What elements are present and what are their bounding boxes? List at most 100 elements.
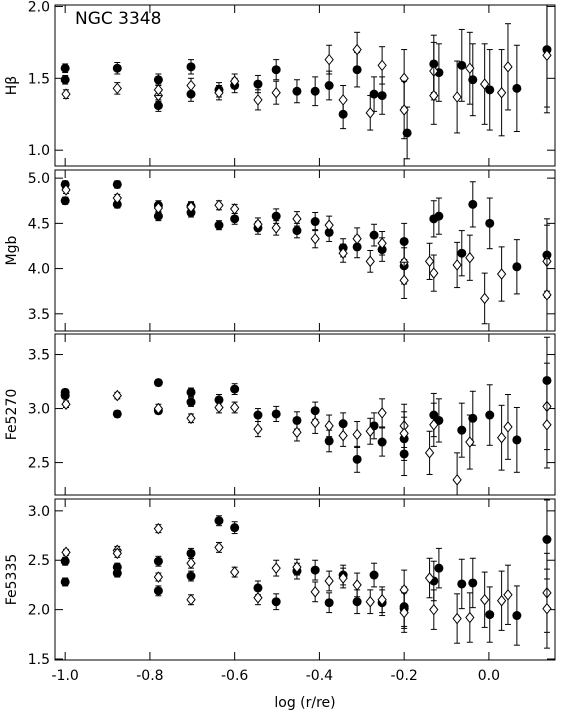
data-point: [186, 62, 196, 72]
data-point: [61, 184, 71, 196]
data-point: [542, 534, 552, 544]
x-tick-label: -0.8: [136, 668, 163, 684]
data-point: [496, 86, 507, 99]
data-point: [60, 196, 70, 206]
data-point: [399, 274, 409, 287]
data-point: [292, 86, 302, 96]
data-point: [186, 412, 196, 425]
data-point: [377, 593, 387, 606]
data-point: [230, 401, 240, 414]
data-point: [542, 418, 552, 431]
data-point: [429, 418, 439, 431]
data-point: [465, 436, 475, 448]
data-point: [468, 413, 478, 423]
data-point: [457, 60, 467, 70]
data-point: [496, 594, 507, 607]
data-point: [338, 572, 348, 584]
y-tick-label: 4.0: [28, 262, 50, 278]
data-point: [512, 83, 522, 93]
data-point: [310, 416, 320, 429]
data-point: [153, 84, 164, 96]
data-point: [512, 262, 522, 272]
plot-frame: [54, 169, 556, 332]
data-point: [186, 548, 196, 558]
data-point: [253, 94, 263, 106]
data-point: [503, 589, 513, 601]
data-point: [230, 203, 240, 215]
data-point: [186, 571, 196, 581]
data-point: [365, 595, 375, 608]
data-point: [153, 402, 164, 415]
data-point: [468, 75, 478, 85]
data-point: [324, 81, 334, 90]
data-point: [186, 89, 196, 99]
data-point: [253, 79, 263, 89]
data-point: [61, 546, 71, 559]
data-point: [186, 79, 196, 92]
data-point: [324, 219, 334, 231]
data-point: [60, 556, 70, 566]
data-point: [434, 211, 444, 221]
data-point: [310, 565, 320, 575]
data-point: [429, 603, 439, 616]
data-point: [512, 435, 522, 445]
data-point: [271, 86, 281, 99]
data-point: [352, 232, 362, 245]
data-point: [253, 591, 263, 604]
data-point: [503, 421, 513, 433]
x-tick-label: -0.4: [306, 668, 333, 684]
y-axis-label: Hβ: [4, 76, 20, 95]
data-point: [324, 598, 334, 608]
data-point: [112, 192, 122, 204]
plot-frame: [54, 333, 556, 496]
data-point: [480, 292, 490, 305]
data-point: [60, 391, 70, 401]
data-point: [186, 387, 196, 397]
data-point: [377, 59, 387, 72]
data-point: [452, 612, 462, 625]
x-axis-label: log (r/re): [274, 695, 335, 711]
data-point: [153, 556, 163, 566]
data-point: [61, 88, 71, 100]
x-tick-label: 0.0: [478, 668, 500, 684]
data-point: [338, 419, 348, 429]
data-point: [214, 401, 224, 414]
data-point: [496, 268, 507, 280]
data-point: [310, 217, 320, 227]
data-point: [153, 202, 164, 214]
data-point: [424, 447, 435, 459]
data-point: [429, 89, 439, 102]
y-axis-label: Mgb: [4, 235, 20, 265]
y-tick-label: 5.0: [28, 171, 50, 187]
data-point: [253, 423, 263, 435]
y-tick-label: 1.5: [28, 652, 50, 668]
data-point: [153, 101, 163, 111]
y-tick-label: 1.0: [28, 143, 50, 159]
data-point: [153, 586, 163, 596]
data-point: [369, 89, 379, 99]
data-point: [424, 572, 435, 584]
data-point: [402, 128, 412, 138]
data-point: [429, 267, 439, 279]
data-point: [153, 378, 163, 388]
data-point: [468, 199, 478, 209]
data-point: [365, 255, 375, 268]
y-tick-label: 2.5: [28, 456, 50, 472]
data-point: [324, 53, 334, 66]
data-point: [542, 602, 552, 615]
data-point: [324, 575, 334, 587]
data-point: [352, 597, 362, 607]
y-axis-label: Fe5270: [4, 389, 20, 441]
data-point: [365, 107, 375, 119]
data-point: [186, 397, 196, 407]
data-point: [292, 426, 302, 439]
data-point: [186, 593, 196, 606]
data-point: [186, 201, 196, 213]
data-point: [324, 420, 334, 432]
data-point: [452, 259, 462, 271]
data-point: [480, 78, 490, 90]
data-point: [292, 226, 302, 236]
y-tick-label: 1.5: [28, 71, 50, 87]
data-point: [60, 63, 70, 73]
data-point: [369, 230, 379, 240]
